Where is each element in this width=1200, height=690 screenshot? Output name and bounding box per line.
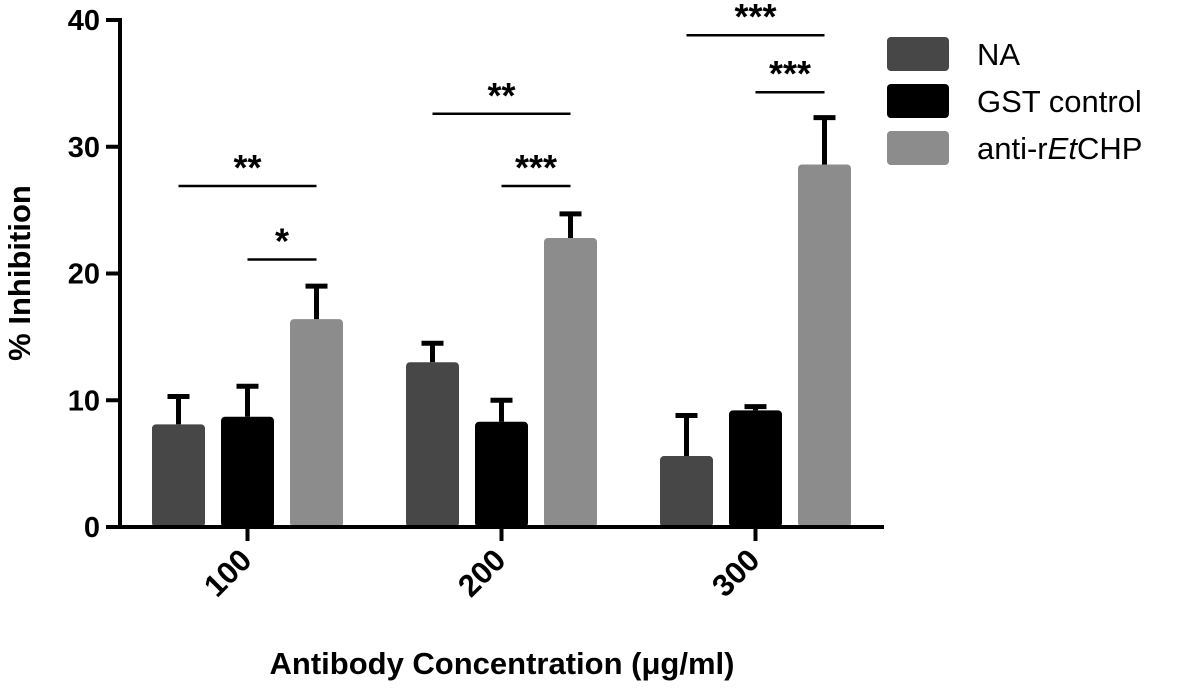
significance-layer: ************** bbox=[178, 0, 825, 262]
error-bar bbox=[559, 211, 582, 239]
legend-item: NA bbox=[887, 37, 1020, 72]
legend-swatch bbox=[887, 131, 949, 165]
significance-marker: *** bbox=[755, 53, 825, 94]
error-bar bbox=[167, 393, 190, 425]
significance-marker: *** bbox=[686, 0, 825, 37]
y-tick-label: 30 bbox=[68, 132, 100, 164]
legend-label: NA bbox=[977, 37, 1020, 72]
legend-item: GST control bbox=[887, 84, 1142, 119]
legend-swatch bbox=[887, 84, 949, 118]
y-axis-ticks: 0 10 20 30 40 bbox=[68, 5, 120, 544]
y-tick-label: 40 bbox=[68, 5, 100, 37]
bars-layer bbox=[152, 164, 851, 527]
y-tick-label: 20 bbox=[68, 259, 100, 291]
bar-na-200 bbox=[406, 362, 459, 527]
bar-na-100 bbox=[152, 424, 205, 527]
legend-item: anti-rEtCHP bbox=[887, 131, 1142, 166]
x-tick-label: 100 bbox=[197, 542, 258, 603]
bar-na-300 bbox=[660, 456, 713, 527]
significance-label: ** bbox=[487, 75, 515, 116]
legend-label: GST control bbox=[977, 84, 1142, 119]
error-bar bbox=[675, 412, 698, 457]
y-tick-label: 10 bbox=[68, 385, 100, 417]
x-axis-ticks: 100 200 300 bbox=[197, 527, 766, 604]
bar-anti-retchp-300 bbox=[798, 164, 851, 527]
error-bars-layer bbox=[167, 115, 836, 457]
error-bar bbox=[305, 283, 328, 320]
x-tick-label: 300 bbox=[705, 542, 766, 603]
significance-label: *** bbox=[769, 53, 811, 94]
error-bar bbox=[421, 340, 444, 363]
y-tick-label: 0 bbox=[84, 512, 100, 544]
error-bar bbox=[744, 404, 767, 411]
bar-anti-retchp-200 bbox=[544, 238, 597, 527]
significance-label: * bbox=[275, 221, 289, 262]
error-bar bbox=[813, 115, 836, 165]
legend-label: anti-rEtCHP bbox=[977, 131, 1142, 166]
significance-label: ** bbox=[233, 147, 261, 188]
significance-marker: ** bbox=[178, 147, 317, 188]
x-axis-title: Antibody Concentration (μg/ml) bbox=[270, 646, 735, 681]
error-bar bbox=[490, 397, 513, 422]
significance-marker: ** bbox=[432, 75, 571, 116]
significance-label: *** bbox=[515, 147, 557, 188]
significance-marker: * bbox=[247, 221, 317, 262]
error-bar bbox=[236, 383, 259, 417]
legend: NA GST control anti-rEtCHP bbox=[887, 37, 1142, 166]
significance-marker: *** bbox=[501, 147, 571, 188]
y-axis-title: % Inhibition bbox=[2, 185, 37, 361]
bar-gst-control-200 bbox=[475, 421, 528, 527]
bar-anti-retchp-100 bbox=[290, 319, 343, 527]
bar-gst-control-300 bbox=[729, 410, 782, 527]
legend-swatch bbox=[887, 37, 949, 71]
x-tick-label: 200 bbox=[451, 542, 512, 603]
bar-gst-control-100 bbox=[221, 416, 274, 527]
significance-label: *** bbox=[734, 0, 776, 37]
